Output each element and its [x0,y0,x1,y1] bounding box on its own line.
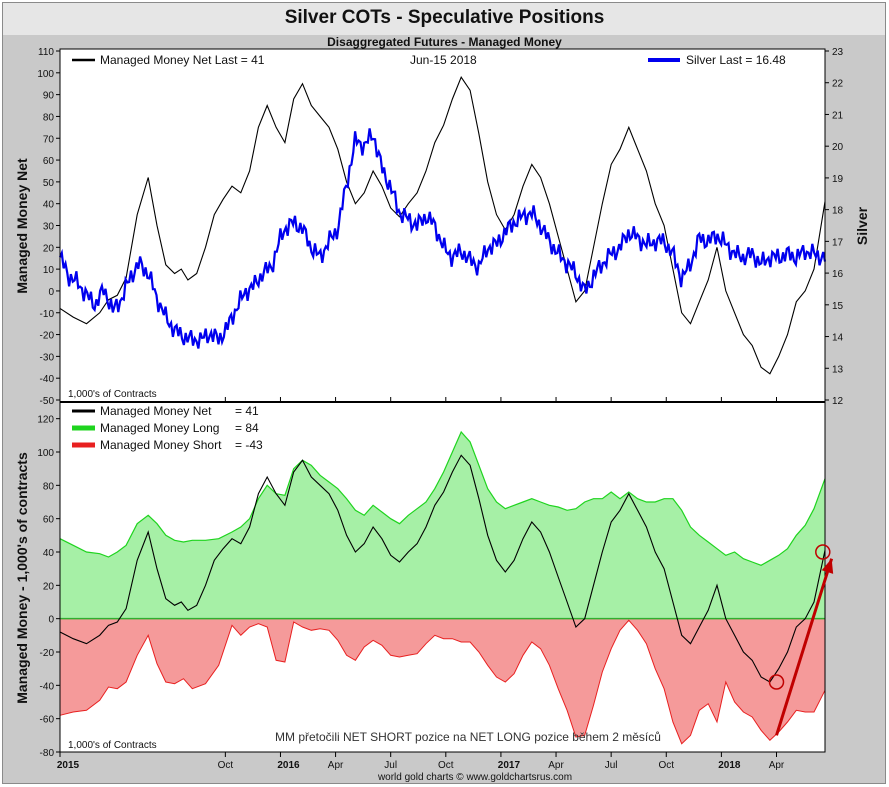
long-line [59,430,826,566]
top-left-tick-label: 80 [43,112,55,123]
top-left-tick-label: 100 [37,69,54,80]
top-left-tick-label: -10 [40,309,55,320]
chart-date: Jun-15 2018 [410,53,477,67]
axes: -50 -40 -30 -20 -10 0 10 20 30 40 50 60 70 80 90 100 110… [37,47,843,771]
highlight-circle [815,544,831,560]
bottom-areas [60,432,825,744]
legend-long-value: = 84 [235,421,259,435]
footer-credit: world gold charts © www.goldchartsrus.co… [377,772,572,783]
bottom-lines [59,430,826,745]
bottom-tick-label: -80 [40,748,55,759]
silver-line [58,128,827,349]
legend-long-name: Managed Money Long [100,421,219,435]
x-tick-label: Apr [328,760,344,771]
bottom-tick-label: 40 [43,548,55,559]
top-left-tick-label: 30 [43,222,55,233]
x-tick-label: Jul [605,760,618,771]
highlight-circle [768,674,785,690]
top-right-tick-label: 15 [832,301,844,312]
top-net-line [59,76,826,375]
annotation-text: MM přetočili NET SHORT pozice na NET LON… [275,730,661,744]
top-lines [58,76,827,375]
legend-bottom-net-name: Managed Money Net [100,404,212,418]
title-band [3,3,885,35]
top-left-tick-label: 50 [43,178,55,189]
legend-bottom-net-value: = 41 [235,404,259,418]
top-right-tick-label: 20 [832,142,844,153]
trend-arrow-head [821,558,834,574]
top-right-tick-label: 23 [832,47,844,58]
bottom-tick-label: 120 [37,415,54,426]
top-right-tick-label: 12 [832,396,844,407]
bottom-net-line [59,454,826,683]
bottom-tick-label: 100 [37,448,54,459]
top-left-tick-label: 60 [43,156,55,167]
bottom-ylabel: Managed Money - 1,000's of contracts [14,452,30,704]
top-right-tick-label: 18 [832,206,844,217]
top-right-tick-label: 14 [832,333,844,344]
top-left-tick-label: -40 [40,374,55,385]
top-left-tick-label: 0 [48,287,54,298]
x-tick-label: 2018 [718,760,741,771]
annotations [768,544,834,736]
legend-silver-label: Silver Last = 16.48 [686,53,786,67]
legend-short-value: = -43 [235,438,263,452]
x-tick-label: Oct [218,760,234,771]
top-left-tick-label: 110 [38,47,54,58]
bottom-tick-label: 80 [43,481,55,492]
bottom-tick-label: -20 [40,648,55,659]
trend-arrow [775,558,834,736]
legend-short-name: Managed Money Short [100,438,222,452]
chart-subtitle: Disaggregated Futures - Managed Money [327,35,562,49]
top-right-tick-label: 13 [832,364,844,375]
legend-net-label: Managed Money Net Last = 41 [100,53,265,67]
x-tick-label: Oct [438,760,454,771]
bottom-tick-label: -40 [40,681,55,692]
bottom-tick-label: -60 [40,715,55,726]
long-area [60,432,825,619]
top-left-tick-label: 10 [43,265,55,276]
top-right-tick-label: 17 [832,237,844,248]
top-ylabel-right: Silver [854,206,870,245]
top-left-tick-label: 40 [43,200,55,211]
top-left-tick-label: 70 [43,134,55,145]
top-units-label: 1,000's of Contracts [68,389,157,400]
top-right-tick-label: 19 [832,174,844,185]
x-tick-label: Jul [384,760,397,771]
top-panel [60,49,825,402]
top-left-tick-label: 90 [43,91,55,102]
top-right-tick-label: 16 [832,269,844,280]
bottom-tick-label: 20 [43,581,55,592]
chart-title: Silver COTs - Speculative Positions [284,7,605,28]
top-left-tick-label: 20 [43,243,55,254]
short-area [60,618,825,744]
x-tick-label: 2016 [277,760,300,771]
bottom-tick-label: 60 [43,515,55,526]
top-ylabel-left: Managed Money Net [14,158,30,294]
x-tick-label: 2017 [498,760,521,771]
top-right-tick-label: 21 [832,110,844,121]
bottom-tick-label: 0 [48,615,54,626]
x-tick-label: Apr [769,760,785,771]
top-left-tick-label: -20 [40,331,55,342]
x-tick-label: Oct [658,760,674,771]
x-tick-label: Apr [548,760,564,771]
short-line [59,619,826,745]
x-tick-label: 2015 [57,760,80,771]
top-left-tick-label: -30 [40,352,55,363]
bottom-units-label: 1,000's of Contracts [68,740,157,751]
top-left-tick-label: -50 [40,396,55,407]
top-right-tick-label: 22 [832,79,844,90]
